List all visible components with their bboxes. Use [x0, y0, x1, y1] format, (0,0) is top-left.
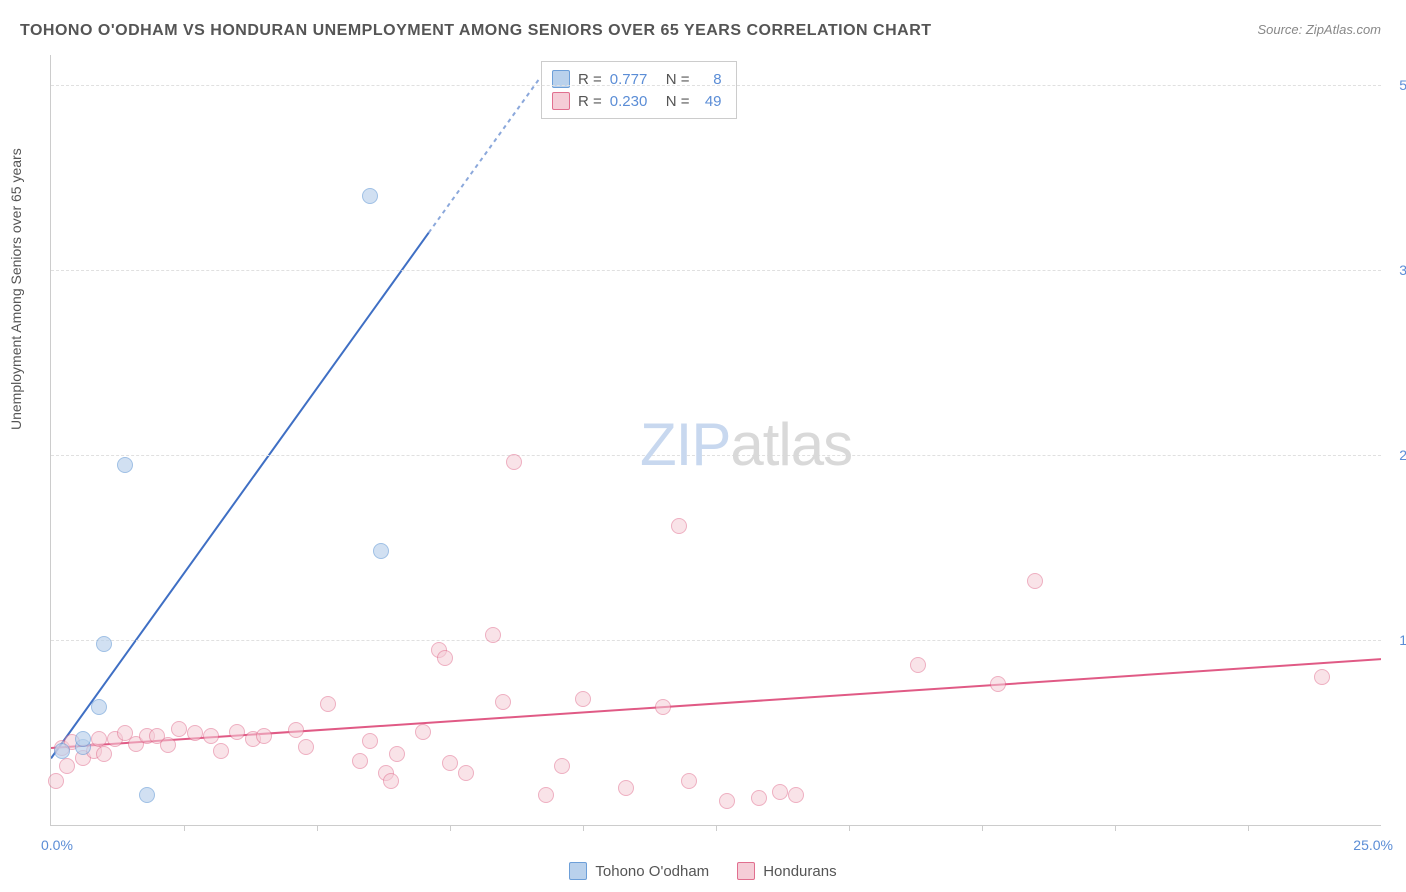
data-point	[352, 753, 368, 769]
data-point	[256, 728, 272, 744]
data-point	[437, 650, 453, 666]
data-point	[288, 722, 304, 738]
data-point	[362, 733, 378, 749]
data-point	[788, 787, 804, 803]
gridline	[51, 85, 1381, 86]
data-point	[59, 758, 75, 774]
x-minor-tick	[1115, 825, 1116, 831]
legend-item-tohono: Tohono O'odham	[569, 862, 709, 880]
x-minor-tick	[849, 825, 850, 831]
legend-row-tohono: R = 0.777 N = 8	[552, 68, 722, 90]
legend-swatch-icon	[569, 862, 587, 880]
data-point	[229, 724, 245, 740]
data-point	[495, 694, 511, 710]
data-point	[751, 790, 767, 806]
plot-area: R = 0.777 N = 8 R = 0.230 N = 49 0.0% 25…	[50, 55, 1381, 826]
legend-label: Tohono O'odham	[595, 863, 709, 880]
source-label: Source: ZipAtlas.com	[1257, 22, 1381, 37]
data-point	[96, 746, 112, 762]
series-legend: Tohono O'odham Hondurans	[0, 862, 1406, 880]
gridline	[51, 455, 1381, 456]
y-tick-label: 37.5%	[1389, 262, 1406, 278]
data-point	[362, 188, 378, 204]
chart-title: TOHONO O'ODHAM VS HONDURAN UNEMPLOYMENT …	[20, 22, 932, 40]
data-point	[1314, 669, 1330, 685]
data-point	[373, 543, 389, 559]
data-point	[171, 721, 187, 737]
regression-lines	[51, 55, 1381, 825]
data-point	[75, 731, 91, 747]
x-minor-tick	[982, 825, 983, 831]
data-point	[538, 787, 554, 803]
data-point	[485, 627, 501, 643]
legend-item-honduran: Hondurans	[737, 862, 836, 880]
data-point	[117, 457, 133, 473]
data-point	[655, 699, 671, 715]
chart-container: TOHONO O'ODHAM VS HONDURAN UNEMPLOYMENT …	[0, 0, 1406, 892]
data-point	[772, 784, 788, 800]
data-point	[91, 731, 107, 747]
y-tick-label: 50.0%	[1389, 77, 1406, 93]
x-minor-tick	[317, 825, 318, 831]
legend-row-honduran: R = 0.230 N = 49	[552, 90, 722, 112]
legend-n-label: N =	[666, 93, 690, 110]
legend-r-value: 0.230	[610, 93, 658, 110]
x-minor-tick	[1248, 825, 1249, 831]
data-point	[91, 699, 107, 715]
data-point	[575, 691, 591, 707]
correlation-legend: R = 0.777 N = 8 R = 0.230 N = 49	[541, 61, 737, 119]
data-point	[213, 743, 229, 759]
legend-r-label: R =	[578, 93, 602, 110]
gridline	[51, 270, 1381, 271]
data-point	[383, 773, 399, 789]
data-point	[389, 746, 405, 762]
data-point	[320, 696, 336, 712]
x-minor-tick	[184, 825, 185, 831]
data-point	[554, 758, 570, 774]
data-point	[54, 743, 70, 759]
data-point	[298, 739, 314, 755]
legend-swatch-honduran	[552, 92, 570, 110]
data-point	[719, 793, 735, 809]
y-tick-label: 12.5%	[1389, 632, 1406, 648]
data-point	[160, 737, 176, 753]
data-point	[139, 787, 155, 803]
legend-label: Hondurans	[763, 863, 836, 880]
data-point	[1027, 573, 1043, 589]
data-point	[506, 454, 522, 470]
data-point	[990, 676, 1006, 692]
data-point	[203, 728, 219, 744]
data-point	[618, 780, 634, 796]
data-point	[442, 755, 458, 771]
x-minor-tick	[450, 825, 451, 831]
x-minor-tick	[716, 825, 717, 831]
data-point	[671, 518, 687, 534]
y-axis-label: Unemployment Among Seniors over 65 years	[8, 148, 24, 430]
data-point	[415, 724, 431, 740]
data-point	[96, 636, 112, 652]
gridline	[51, 640, 1381, 641]
x-minor-tick	[583, 825, 584, 831]
data-point	[458, 765, 474, 781]
x-tick-min: 0.0%	[41, 837, 73, 853]
data-point	[910, 657, 926, 673]
data-point	[681, 773, 697, 789]
x-tick-max: 25.0%	[1353, 837, 1393, 853]
legend-n-value: 49	[698, 93, 722, 110]
data-point	[48, 773, 64, 789]
data-point	[187, 725, 203, 741]
y-tick-label: 25.0%	[1389, 447, 1406, 463]
legend-swatch-icon	[737, 862, 755, 880]
